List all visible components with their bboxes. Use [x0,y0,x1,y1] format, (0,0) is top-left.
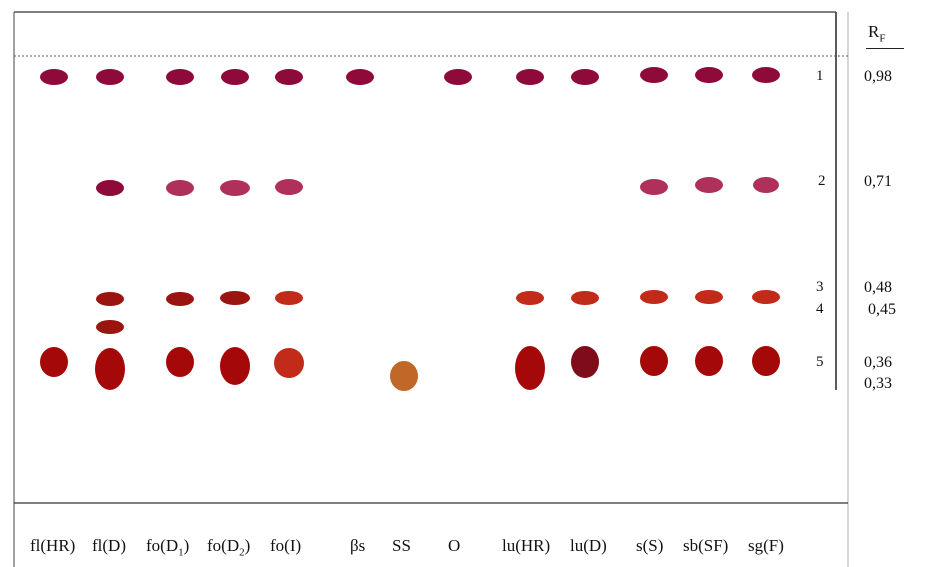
tlc-spot [96,180,124,196]
rf-value-3: 0,48 [864,279,892,296]
lane-label-lu-d: lu(D) [570,536,607,555]
tlc-spot [516,291,544,305]
tlc-spot [640,346,668,376]
tlc-spot [753,177,779,193]
tlc-spot [752,290,780,304]
tlc-spot [221,69,249,85]
lane-label-s-s: s(S) [636,536,664,555]
spot-number-4: 4 [816,301,824,317]
tlc-spot [40,347,68,377]
tlc-spot [571,69,599,85]
tlc-spot [515,346,545,390]
tlc-spot [274,348,304,378]
tlc-spot [166,180,194,196]
tlc-spot [640,179,668,195]
lane-label-fo-d2: fo(D2) [207,536,251,559]
tlc-spot [695,290,723,304]
tlc-spot [96,69,124,85]
tlc-spot [220,180,250,196]
tlc-spot [166,347,194,377]
tlc-spot [571,346,599,378]
tlc-spot [695,177,723,193]
rf-header: RF [868,22,886,45]
rf-value-5: 0,36 [864,354,892,371]
tlc-spot [390,361,418,391]
lane-label-o: O [448,536,461,555]
tlc-spot [444,69,472,85]
rf-value-4: 0,45 [868,301,896,318]
tlc-spot [752,67,780,83]
rf-value-2: 0,71 [864,173,892,190]
rf-header-underline [866,48,904,49]
rf-value-6: 0,33 [864,375,892,392]
tlc-spot [516,69,544,85]
spot-number-5: 5 [816,354,824,370]
tlc-spot [40,69,68,85]
tlc-spot [96,320,124,334]
tlc-spot [95,348,125,390]
lane-label-fo-d1: fo(D1) [146,536,190,559]
tlc-spot [275,69,303,85]
spot-number-2: 2 [818,173,826,189]
lane-label-fl-hr: fl(HR) [30,536,76,555]
lane-label-ss: SS [392,536,411,555]
lane-label-sg-f: sg(F) [748,536,784,555]
tlc-spot [220,291,250,305]
spot-number-3: 3 [816,279,824,295]
tlc-spot [695,67,723,83]
tlc-spot [346,69,374,85]
tlc-spot [166,69,194,85]
tlc-spot [96,292,124,306]
lane-label-sb-sf: sb(SF) [683,536,729,555]
lane-label-lu-hr: lu(HR) [502,536,551,555]
tlc-spot [752,346,780,376]
rf-value-1: 0,98 [864,68,892,85]
tlc-spot [166,292,194,306]
tlc-spot [571,291,599,305]
tlc-spot [275,179,303,195]
spot-number-1: 1 [816,68,824,84]
tlc-spot [220,347,250,385]
spots-group [40,67,780,391]
tlc-spot [640,67,668,83]
tlc-spot [695,346,723,376]
lane-label-beta-s: βs [350,536,366,555]
tlc-spot [640,290,668,304]
lane-label-fo-i: fo(I) [270,536,302,555]
lane-label-fl-d: fl(D) [92,536,126,555]
tlc-spot [275,291,303,305]
